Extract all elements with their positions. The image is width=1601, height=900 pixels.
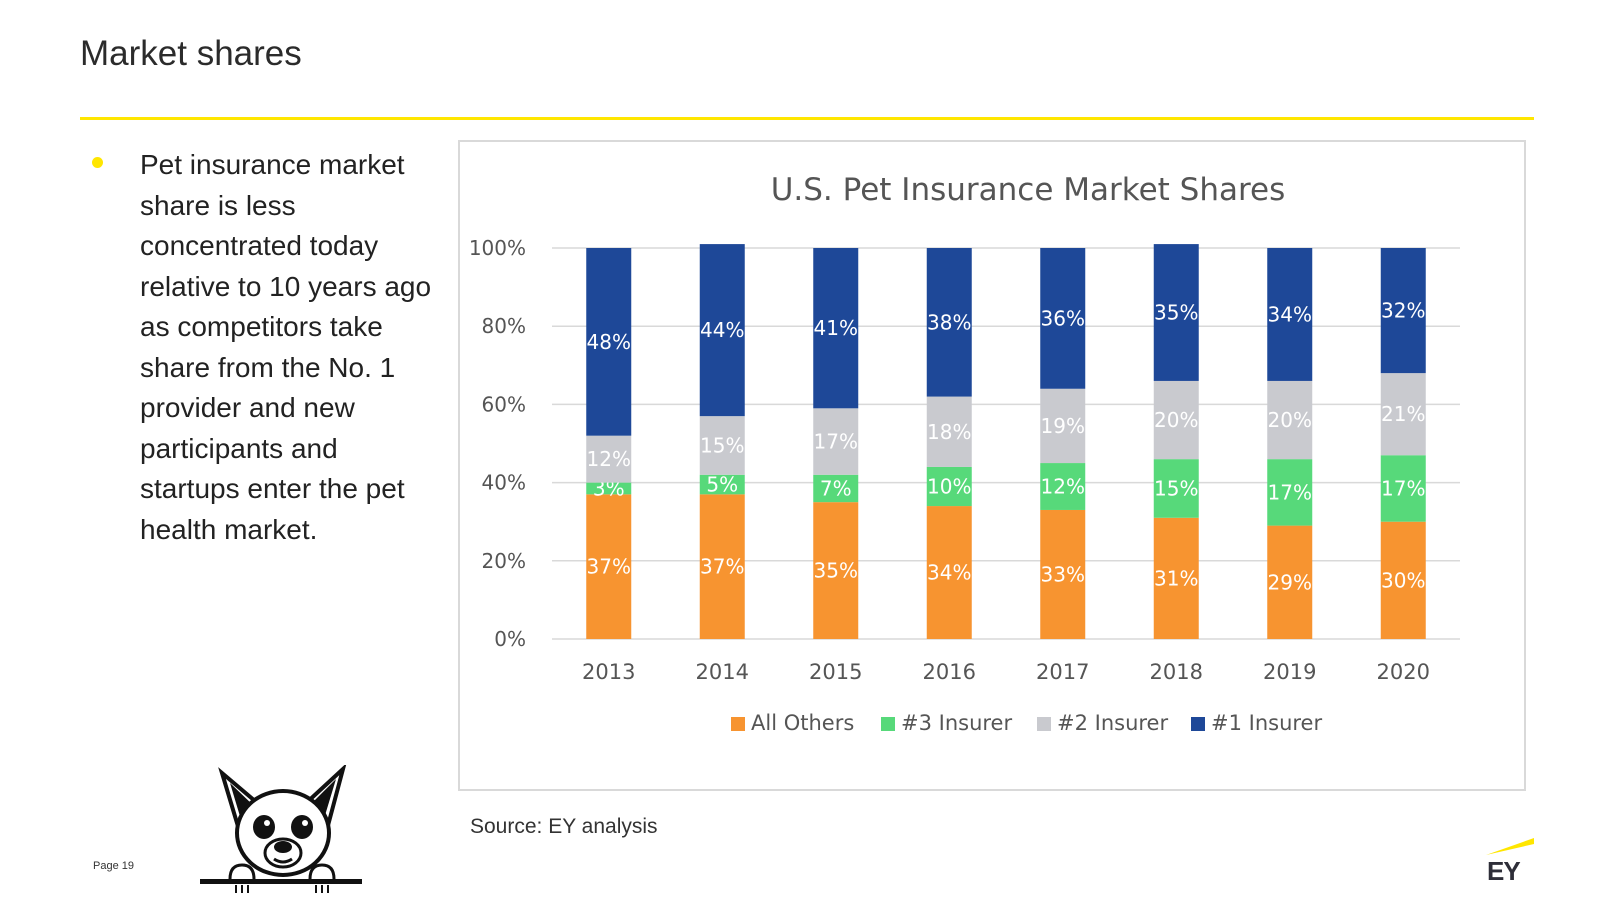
x-tick-label: 2018 [1150,660,1203,684]
bar-segment [813,408,859,475]
data-label: 20% [1154,408,1198,432]
bar-segment [1380,455,1426,522]
y-tick-label: 100% [469,236,526,260]
bar-segment [1153,517,1199,639]
bar-segment [1040,248,1086,389]
data-label: 17% [1381,476,1425,500]
legend-swatch [1191,717,1205,731]
bar-segment [1153,380,1199,460]
legend-swatch [731,717,745,731]
data-label: 10% [927,475,971,499]
data-label: 48% [587,330,631,354]
data-label: 41% [814,316,858,340]
data-label: 19% [1041,414,1085,438]
chart-title: U.S. Pet Insurance Market Shares [771,172,1286,208]
y-tick-label: 20% [482,549,526,573]
bar-segment [926,396,972,467]
bar-segment [1267,525,1313,639]
data-label: 20% [1268,408,1312,432]
data-label: 37% [700,555,744,579]
data-label: 34% [927,561,971,585]
bullet-icon [92,157,103,168]
data-label: 31% [1154,566,1198,590]
ey-logo-text: EY [1487,856,1521,886]
legend-label: #1 Insurer [1211,711,1322,735]
bar-segment [586,435,632,483]
bar-segment [926,506,972,639]
data-label: 12% [1041,475,1085,499]
bar-segment [586,482,632,495]
data-label: 12% [587,447,631,471]
page-number: Page 19 [93,860,134,872]
data-label: 15% [1154,476,1198,500]
legend-swatch [1037,717,1051,731]
x-tick-label: 2017 [1036,660,1089,684]
bullet-text: Pet insurance market share is less conce… [140,149,432,545]
data-label: 15% [700,433,744,457]
legend-label: #3 Insurer [901,711,1012,735]
bar-segment [1153,244,1199,381]
data-label: 36% [1041,306,1085,330]
bar-segment [699,244,745,417]
x-tick-label: 2015 [809,660,862,684]
x-tick-label: 2014 [696,660,749,684]
data-label: 17% [1268,480,1312,504]
bar-segment [926,466,972,507]
data-label: 18% [927,420,971,444]
data-label: 35% [814,559,858,583]
chihuahua-illustration [200,765,362,893]
data-label: 29% [1268,570,1312,594]
bar-segment [813,248,859,409]
data-label: 37% [587,555,631,579]
bar-segment [1380,248,1426,374]
y-tick-label: 80% [482,314,526,338]
stacked-bar-chart: U.S. Pet Insurance Market Shares 0% 20% 40%… [469,172,1460,735]
data-label: 17% [814,430,858,454]
bar-segment [699,474,745,495]
legend-swatch [881,717,895,731]
data-label: 5% [706,473,738,497]
data-label: 44% [700,318,744,342]
bar-segment [1040,463,1086,510]
data-label: 34% [1268,302,1312,326]
bar-segment [586,494,632,639]
data-label: 21% [1381,402,1425,426]
legend-label: #2 Insurer [1057,711,1168,735]
bar-segment [813,474,859,503]
legend-label: All Others [751,711,854,735]
data-label: 32% [1381,299,1425,323]
bar-segment [586,248,632,436]
bar-segment [1267,459,1313,526]
bar-segment [926,248,972,397]
x-tick-label: 2019 [1263,660,1316,684]
bar-segment [1040,388,1086,464]
data-label: 33% [1041,562,1085,586]
x-tick-label: 2013 [582,660,635,684]
bar-segment [1153,459,1199,518]
title-divider [80,117,1534,120]
bar-segment [1267,380,1313,460]
y-tick-label: 60% [482,392,526,416]
bar-segment [813,502,859,639]
bar-segment [699,494,745,639]
data-label: 38% [927,310,971,334]
bar-segment [1380,521,1426,639]
data-label: 30% [1381,568,1425,592]
y-tick-label: 0% [494,627,526,651]
x-tick-label: 2016 [923,660,976,684]
y-tick-label: 40% [482,471,526,495]
x-tick-label: 2020 [1377,660,1430,684]
chart-frame: U.S. Pet Insurance Market Shares 0% 20% 40%… [458,140,1526,791]
bar-segment [1267,248,1313,381]
bar-segment [1040,509,1086,639]
slide-title: Market shares [80,34,302,73]
ey-logo-beam-icon [1486,838,1534,855]
bar-segment [1380,373,1426,456]
data-label: 35% [1154,301,1198,325]
source-note: Source: EY analysis [470,815,658,838]
bar-segment [699,416,745,475]
data-label: 7% [820,476,852,500]
